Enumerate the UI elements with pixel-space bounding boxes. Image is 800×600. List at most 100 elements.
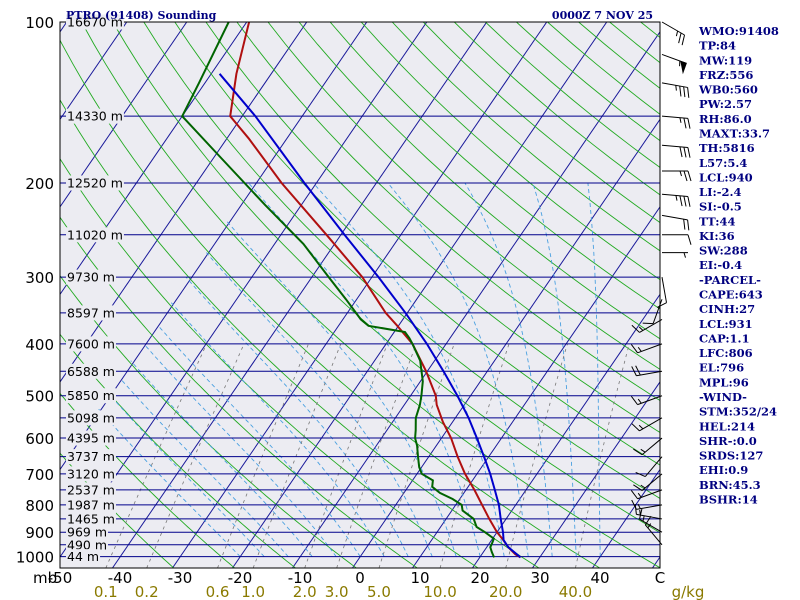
dry-adiabat-line [236, 22, 660, 402]
wind-barb [633, 473, 663, 491]
stat-line: BSHR:14 [699, 492, 758, 506]
barb-full [683, 86, 686, 98]
height-label-bg [66, 269, 116, 285]
mixing-ratio-tick-label: 0.6 [206, 583, 230, 600]
isotherm-line [292, 30, 660, 568]
mixing-ratio-axis: 0.1 0.2 0.6 1.0 2.0 3.0 5.0 10.0 20.0 40.0 g/kg [94, 583, 705, 600]
stat-line: -PARCEL- [699, 273, 761, 287]
stat-line: SHR-:0.0 [699, 434, 757, 448]
dry-adiabat-line [60, 216, 418, 568]
stat-line: SI:-0.5 [699, 200, 742, 214]
barb-staff [661, 144, 688, 148]
temperature-tick-label: -20 [228, 569, 253, 587]
height-label: 2537 m [67, 482, 115, 497]
height-label: 3737 m [67, 449, 115, 464]
height-label: 12520 m [67, 175, 123, 190]
barb-full [644, 515, 652, 526]
height-label-bg [66, 175, 124, 191]
barb-half [675, 195, 678, 201]
height-label: 5098 m [67, 410, 115, 425]
isotherm-line [532, 381, 660, 568]
wind-barb [644, 515, 663, 546]
dry-adiabat-line [60, 392, 235, 568]
barb-half [647, 523, 652, 529]
stat-line: RH:86.0 [699, 112, 752, 126]
barb-full [687, 234, 692, 245]
barb-staff [641, 437, 663, 456]
stat-line: EHI:0.9 [699, 463, 748, 477]
barb-full [679, 195, 683, 207]
isotherm-line [592, 468, 660, 568]
barb-staff [637, 343, 663, 354]
barb-full [683, 219, 686, 230]
barb-pennant [680, 60, 687, 75]
dry-adiabat-line [174, 22, 660, 466]
barb-full [642, 322, 654, 325]
barb-half [638, 326, 644, 331]
height-label-bg [66, 305, 116, 321]
stat-line: TT:44 [699, 214, 736, 228]
mixing-ratio-tick-label: 1.0 [241, 583, 265, 600]
wind-barb [630, 395, 663, 406]
barb-half [640, 484, 646, 489]
wind-barb [631, 365, 663, 377]
temperature-tick-label: 0 [355, 569, 365, 587]
temperature-tick-label: -10 [288, 569, 313, 587]
height-label: 14330 m [67, 109, 123, 124]
wind-barb [661, 115, 691, 129]
isotherm-line [412, 206, 660, 568]
stat-line: BRN:45.3 [699, 478, 761, 492]
pressure-tick-label: 300 [25, 269, 54, 287]
mixing-ratio-line [304, 343, 388, 568]
stat-line: FRZ:556 [699, 68, 753, 82]
dry-adiabat-line [60, 274, 357, 568]
barb-full [631, 423, 640, 432]
isotherm-line [60, 22, 368, 471]
wind-barb [662, 234, 692, 245]
pressure-tick-label: 200 [25, 175, 54, 193]
wind-barbs [630, 21, 692, 546]
dry-adiabat-line [360, 22, 660, 281]
barb-full [630, 395, 638, 405]
temperature-tick-label: -30 [168, 569, 193, 587]
height-label-bg [66, 108, 124, 124]
stat-line: MPL:96 [699, 375, 749, 389]
wind-barb [638, 508, 663, 533]
dry-adiabat-line [60, 39, 600, 568]
wind-barb [631, 319, 663, 333]
wind-barb [633, 437, 663, 456]
moist-adiabat-line [130, 360, 313, 557]
wind-barb [631, 417, 663, 432]
mixing-ratio-line [105, 343, 208, 568]
dry-adiabat-line [143, 22, 660, 499]
stat-line: WB0:560 [698, 83, 758, 97]
wind-barb [662, 170, 692, 182]
isotherm-line [60, 22, 188, 208]
mixing-ratio-line [252, 343, 342, 568]
pressure-axis: 100 200 300 400 500 600 700 800 900 1000 [16, 14, 54, 567]
moist-adiabat-line [185, 276, 409, 557]
height-label-bg [66, 497, 116, 513]
barb-full [679, 146, 683, 158]
wind-barb [662, 252, 688, 258]
temperature-tick-label: 20 [470, 569, 489, 587]
stat-line: STM:352/24 [699, 405, 777, 419]
height-label-bg [66, 227, 124, 243]
barb-staff [661, 21, 685, 36]
height-label-bg [66, 524, 109, 540]
stat-line: EI:-0.4 [699, 258, 742, 272]
barb-full [638, 508, 643, 520]
dry-adiabat-line [298, 22, 660, 340]
wind-barb [661, 21, 686, 46]
barb-staff [641, 473, 663, 491]
mixing-ratio-tick-label: 2.0 [293, 583, 317, 600]
mixing-ratio-tick-label: 0.2 [135, 583, 159, 600]
barb-full [635, 365, 641, 376]
dry-adiabat-line [205, 22, 660, 433]
barb-half [675, 85, 677, 91]
dry-adiabat-line [60, 157, 479, 568]
barb-full [687, 118, 691, 129]
stat-line: SW:288 [699, 244, 748, 258]
height-label-bg [66, 466, 116, 482]
